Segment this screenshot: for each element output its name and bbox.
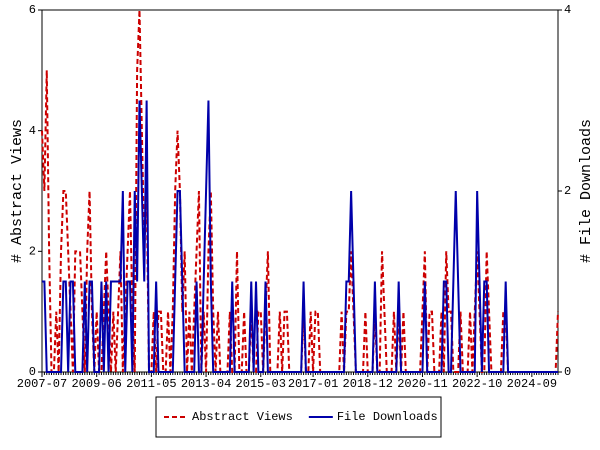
y2-tick-label: 0 bbox=[564, 365, 571, 379]
y-tick-label: 4 bbox=[29, 124, 36, 138]
x-tick-label: 2022-10 bbox=[452, 377, 502, 391]
x-tick-label: 2009-06 bbox=[71, 377, 121, 391]
y-axis-label: # Abstract Views bbox=[9, 119, 26, 263]
x-tick-label: 2007-07 bbox=[17, 377, 67, 391]
x-tick-label: 2024-09 bbox=[507, 377, 557, 391]
x-tick-label: 2018-12 bbox=[343, 377, 393, 391]
x-tick-label: 2011-05 bbox=[126, 377, 176, 391]
legend-box bbox=[155, 396, 442, 438]
y2-tick-label: 4 bbox=[564, 3, 571, 17]
y-tick-label: 0 bbox=[29, 365, 36, 379]
y2-axis-label: # File Downloads bbox=[578, 119, 595, 263]
x-tick-label: 2020-11 bbox=[397, 377, 447, 391]
x-tick-label: 2013-04 bbox=[181, 377, 231, 391]
series-line bbox=[42, 100, 558, 373]
x-tick-label: 2015-03 bbox=[236, 377, 286, 391]
legend-label: File Downloads bbox=[337, 410, 438, 424]
y2-tick-label: 2 bbox=[564, 184, 571, 198]
x-tick-label: 2017-01 bbox=[288, 377, 338, 391]
y-tick-label: 6 bbox=[29, 3, 36, 17]
y-tick-label: 2 bbox=[29, 245, 36, 259]
legend-label: Abstract Views bbox=[192, 410, 293, 424]
